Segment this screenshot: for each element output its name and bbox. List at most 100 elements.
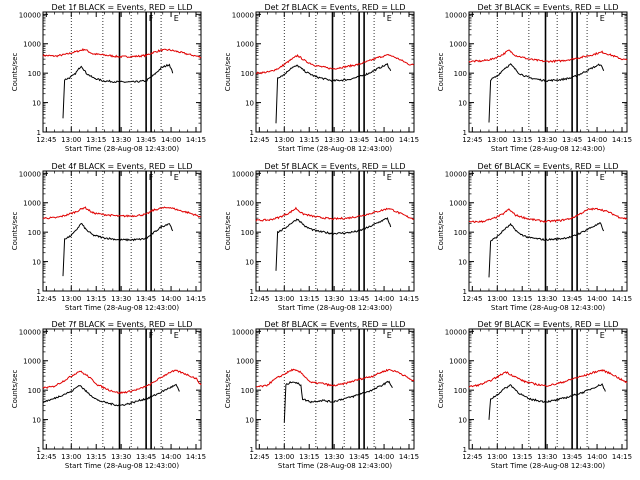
x-tick-label: 13:45 [349,136,369,144]
x-axis-label: Start Time (28-Aug-08 12:43:00) [491,145,605,153]
x-tick-label: 13:45 [136,295,156,303]
x-tick-label: 13:15 [299,295,319,303]
y-tick-label: 100 [454,70,467,78]
x-tick-label: 13:30 [537,295,557,303]
x-tick-label: 13:15 [512,295,532,303]
y-tick-label: 1 [463,446,467,454]
x-tick-label: 13:15 [512,453,532,461]
lld-series-line [468,49,628,64]
y-tick-label: 10 [32,259,41,267]
y-tick-label: 100 [28,229,41,237]
y-axis-label: Counts/sec [224,370,232,409]
y-tick-label: 1 [463,129,467,137]
chart-title: Det 1f BLACK = Events, RED = LLD [51,3,192,12]
chart-panel-9: Det 9f BLACK = Events, RED = LLD 1 10 100 10… [437,320,632,470]
y-tick-label: 10000 [19,328,41,336]
events-series-line [488,63,605,123]
y-tick-label: 10000 [445,170,467,178]
x-tick-label: 14:00 [587,295,607,303]
marker-label: E [387,331,392,340]
x-axis-label: Start Time (28-Aug-08 12:43:00) [278,462,392,470]
x-tick-label: 14:15 [612,295,632,303]
y-axis-label: Counts/sec [224,53,232,92]
chart-panel-2: Det 2f BLACK = Events, RED = LLD 1 10 100 10… [224,3,419,153]
events-series-line [42,383,180,407]
x-tick-label: 13:30 [111,295,131,303]
x-tick-label: 14:15 [186,453,206,461]
y-tick-label: 1000 [23,41,41,49]
x-tick-label: 13:00 [274,453,294,461]
lld-series-line [255,368,415,388]
x-tick-label: 14:15 [186,136,206,144]
x-tick-label: 13:45 [136,136,156,144]
x-tick-label: 13:30 [111,453,131,461]
y-tick-label: 100 [454,229,467,237]
x-tick-label: 14:00 [587,453,607,461]
y-tick-label: 10000 [445,11,467,19]
x-tick-label: 12:45 [249,453,269,461]
lld-series-line [42,206,202,220]
y-axis-label: Counts/sec [11,212,19,251]
y-tick-label: 10000 [232,170,254,178]
x-axis-label: Start Time (28-Aug-08 12:43:00) [65,304,179,312]
y-tick-label: 1 [250,288,254,296]
plot-frame [42,328,202,450]
y-axis-label: Counts/sec [437,370,445,409]
y-tick-label: 1000 [236,200,254,208]
chart-title: Det 5f BLACK = Events, RED = LLD [264,162,405,171]
y-axis-label: Counts/sec [224,212,232,251]
x-tick-label: 14:00 [161,136,181,144]
x-tick-label: 12:45 [462,453,482,461]
y-tick-label: 100 [28,387,41,395]
marker-label: E [174,14,179,23]
x-tick-label: 13:00 [274,136,294,144]
x-tick-label: 12:45 [462,295,482,303]
y-tick-label: 10 [458,100,467,108]
events-series-line [62,222,174,277]
marker-label: E [387,173,392,182]
chart-panel-1: Det 1f BLACK = Events, RED = LLD 1 10 100 10… [11,3,206,153]
x-axis-label: Start Time (28-Aug-08 12:43:00) [278,304,392,312]
events-series-line [488,383,606,420]
y-tick-label: 1000 [449,358,467,366]
y-tick-label: 100 [241,229,254,237]
x-tick-label: 13:15 [86,136,106,144]
x-tick-label: 12:45 [36,136,56,144]
chart-panel-6: Det 6f BLACK = Events, RED = LLD 1 10 100 10… [437,162,632,312]
y-tick-label: 1 [37,446,41,454]
chart-panel-4: Det 4f BLACK = Events, RED = LLD 1 10 100 10… [11,162,206,312]
x-tick-label: 13:45 [562,136,582,144]
y-tick-label: 1000 [236,358,254,366]
y-tick-label: 10 [245,259,254,267]
chart-panel-5: Det 5f BLACK = Events, RED = LLD 1 10 100 10… [224,162,419,312]
x-tick-label: 12:45 [462,136,482,144]
marker-label: E [600,331,605,340]
x-axis-label: Start Time (28-Aug-08 12:43:00) [491,462,605,470]
events-series-line [283,380,393,423]
y-tick-label: 1 [250,129,254,137]
x-axis-label: Start Time (28-Aug-08 12:43:00) [65,145,179,153]
y-axis-label: Counts/sec [437,53,445,92]
x-tick-label: 13:00 [61,136,81,144]
x-tick-label: 14:15 [399,295,419,303]
x-tick-label: 13:00 [487,136,507,144]
lld-series-line [468,368,628,388]
marker-label: F [149,14,154,23]
marker-label: F [149,331,154,340]
events-series-line [275,63,392,124]
x-tick-label: 13:00 [487,453,507,461]
y-tick-label: 100 [28,70,41,78]
chart-title: Det 3f BLACK = Events, RED = LLD [477,3,618,12]
plot-frame [42,11,202,133]
marker-label: E [387,14,392,23]
x-tick-label: 12:45 [249,136,269,144]
x-tick-label: 13:00 [274,295,294,303]
chart-title: Det 9f BLACK = Events, RED = LLD [477,320,618,329]
y-tick-label: 10 [32,100,41,108]
x-tick-label: 14:00 [374,453,394,461]
x-tick-label: 14:15 [399,453,419,461]
y-tick-label: 1 [37,288,41,296]
x-tick-label: 13:30 [324,295,344,303]
x-axis-label: Start Time (28-Aug-08 12:43:00) [491,304,605,312]
y-tick-label: 100 [241,70,254,78]
